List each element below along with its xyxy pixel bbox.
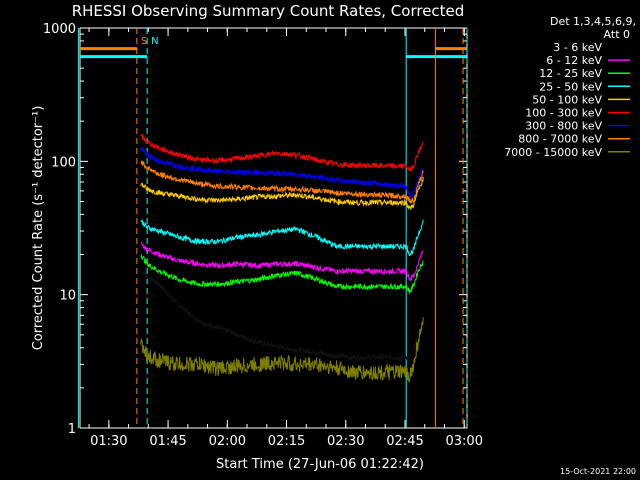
series-line-7 [140, 160, 424, 204]
legend-label: 25 - 50 keV [539, 80, 602, 93]
marker-label: S [141, 36, 147, 47]
x-tick-label: 02:45 [386, 434, 423, 449]
marker-label: N [151, 36, 158, 47]
legend-label: 6 - 12 keV [546, 54, 602, 67]
series-line-8 [140, 317, 424, 383]
series-line-3 [140, 219, 424, 257]
axis-ticks: 1 10 100 1000 01:30 01:45 02:00 02:15 02:30 02:45… [43, 22, 483, 449]
x-tick-label: 03:00 [446, 434, 483, 449]
y-axis-label: Corrected Count Rate (s⁻¹ detector⁻¹) [31, 106, 46, 351]
legend-label: 50 - 100 keV [532, 93, 602, 106]
series-line-6 [140, 147, 424, 198]
x-tick-label: 01:45 [149, 434, 186, 449]
legend-label: 100 - 300 keV [525, 107, 602, 120]
series-line-0 [140, 270, 424, 362]
legend-label: 800 - 7000 keV [518, 133, 602, 146]
legend-label: 7000 - 15000 keV [504, 146, 602, 159]
attenuator-bars [80, 47, 467, 59]
timestamp: 15-Oct-2021 22:00 [560, 467, 636, 476]
legend-header-line-2: Att 0 [604, 28, 630, 41]
legend-label: 12 - 25 keV [539, 67, 602, 80]
legend-header-line-1: Det 1,3,4,5,6,9, [550, 15, 636, 28]
series-line-1 [140, 241, 424, 282]
legend-label: 3 - 6 keV [553, 41, 602, 54]
x-tick-label: 01:30 [90, 434, 127, 449]
x-tick-label: 02:00 [209, 434, 246, 449]
legend-label: 300 - 800 keV [525, 120, 602, 133]
y-tick-label: 100 [51, 155, 76, 170]
y-tick-label: 1000 [43, 22, 76, 37]
x-axis-label: Start Time (27-Jun-06 01:22:42) [216, 457, 424, 472]
x-tick-label: 02:15 [268, 434, 305, 449]
y-tick-label: 10 [59, 289, 76, 304]
y-tick-label: 1 [68, 422, 76, 437]
series-line-2 [140, 253, 424, 294]
series-lines [140, 133, 424, 383]
series-line-5 [140, 133, 424, 173]
x-tick-label: 02:30 [327, 434, 364, 449]
series-line-4 [140, 176, 424, 211]
chart-title: RHESSI Observing Summary Count Rates, Co… [72, 2, 465, 20]
